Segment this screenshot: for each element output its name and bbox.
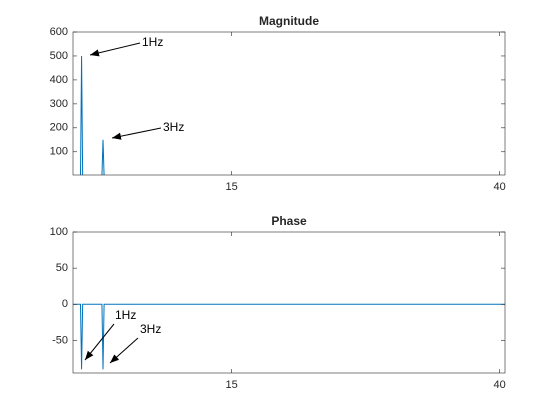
annotation-arrow bbox=[111, 127, 162, 140]
y-tick-label: 50 bbox=[56, 262, 68, 274]
y-tick-label: 400 bbox=[50, 74, 68, 86]
data-line bbox=[73, 303, 505, 370]
annotation: 3Hz bbox=[140, 322, 161, 336]
y-tick-label: 500 bbox=[50, 50, 68, 62]
axes-box bbox=[72, 231, 506, 374]
annotation-arrow bbox=[109, 337, 139, 364]
y-tick-label: 300 bbox=[50, 98, 68, 110]
chart-title: Phase bbox=[271, 214, 307, 228]
annotation-arrow bbox=[89, 42, 141, 57]
annotation: 1Hz bbox=[115, 308, 136, 322]
axes-background bbox=[73, 232, 505, 373]
y-tick-label: -50 bbox=[52, 334, 68, 346]
x-tick-label: 15 bbox=[226, 181, 238, 193]
chart-title: Magnitude bbox=[259, 14, 319, 28]
annotation: 1Hz bbox=[142, 35, 163, 49]
x-tick-label: 40 bbox=[494, 379, 506, 391]
y-tick-label: 100 bbox=[50, 226, 68, 238]
axes-box bbox=[72, 31, 506, 176]
annotation-arrow bbox=[84, 323, 115, 361]
data-line bbox=[80, 55, 105, 175]
annotation: 3Hz bbox=[163, 120, 184, 134]
y-tick-label: 100 bbox=[50, 146, 68, 158]
y-tick-label: 600 bbox=[50, 26, 68, 38]
y-tick-label: 200 bbox=[50, 122, 68, 134]
axes-background bbox=[73, 32, 505, 175]
x-tick-label: 15 bbox=[226, 379, 238, 391]
y-tick-label: 0 bbox=[62, 298, 68, 310]
x-tick-label: 40 bbox=[494, 181, 506, 193]
